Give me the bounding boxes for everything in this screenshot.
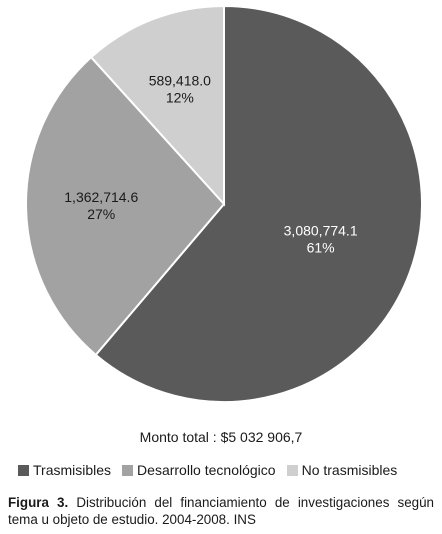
figure-number: Figura 3.: [8, 495, 69, 510]
legend-swatch: [286, 464, 298, 476]
figure-caption: Figura 3. Distribución del financiamient…: [8, 494, 434, 528]
caption-text: Distribución del financiamiento de inves…: [8, 495, 434, 527]
pie-slice-desarrollo-tecnol-gico: [25, 55, 226, 357]
legend-swatch: [18, 464, 29, 476]
legend-label: Trasmisibles: [33, 462, 112, 478]
legend-label: Desarrollo tecnológico: [137, 462, 276, 478]
legend-item: Desarrollo tecnológico: [122, 462, 276, 478]
legend-label: No trasmisibles: [301, 462, 398, 478]
slice-value-label: 1,362,714.6: [64, 189, 138, 205]
legend-swatch: [122, 464, 134, 476]
pie-slice-trasmisibles: [94, 4, 423, 403]
legend: Trasmisibles Desarrollo tecnológico No tra…: [18, 462, 408, 478]
slice-value-label: 3,080,774.1: [284, 223, 358, 239]
pie-slice-no-trasmisibles: [89, 4, 225, 207]
slice-percent-label: 27%: [87, 206, 115, 222]
total-amount: Monto total : $5 032 906,7: [139, 429, 303, 445]
slice-percent-label: 61%: [307, 240, 335, 256]
slice-value-label: 589,418.0: [149, 72, 211, 88]
legend-item: No trasmisibles: [286, 462, 398, 478]
legend-item: Trasmisibles: [18, 462, 111, 478]
pie-chart: 3,080,774.161% 1,362,714.627% 589,418.012%: [25, 4, 423, 403]
slice-percent-label: 12%: [166, 89, 194, 105]
